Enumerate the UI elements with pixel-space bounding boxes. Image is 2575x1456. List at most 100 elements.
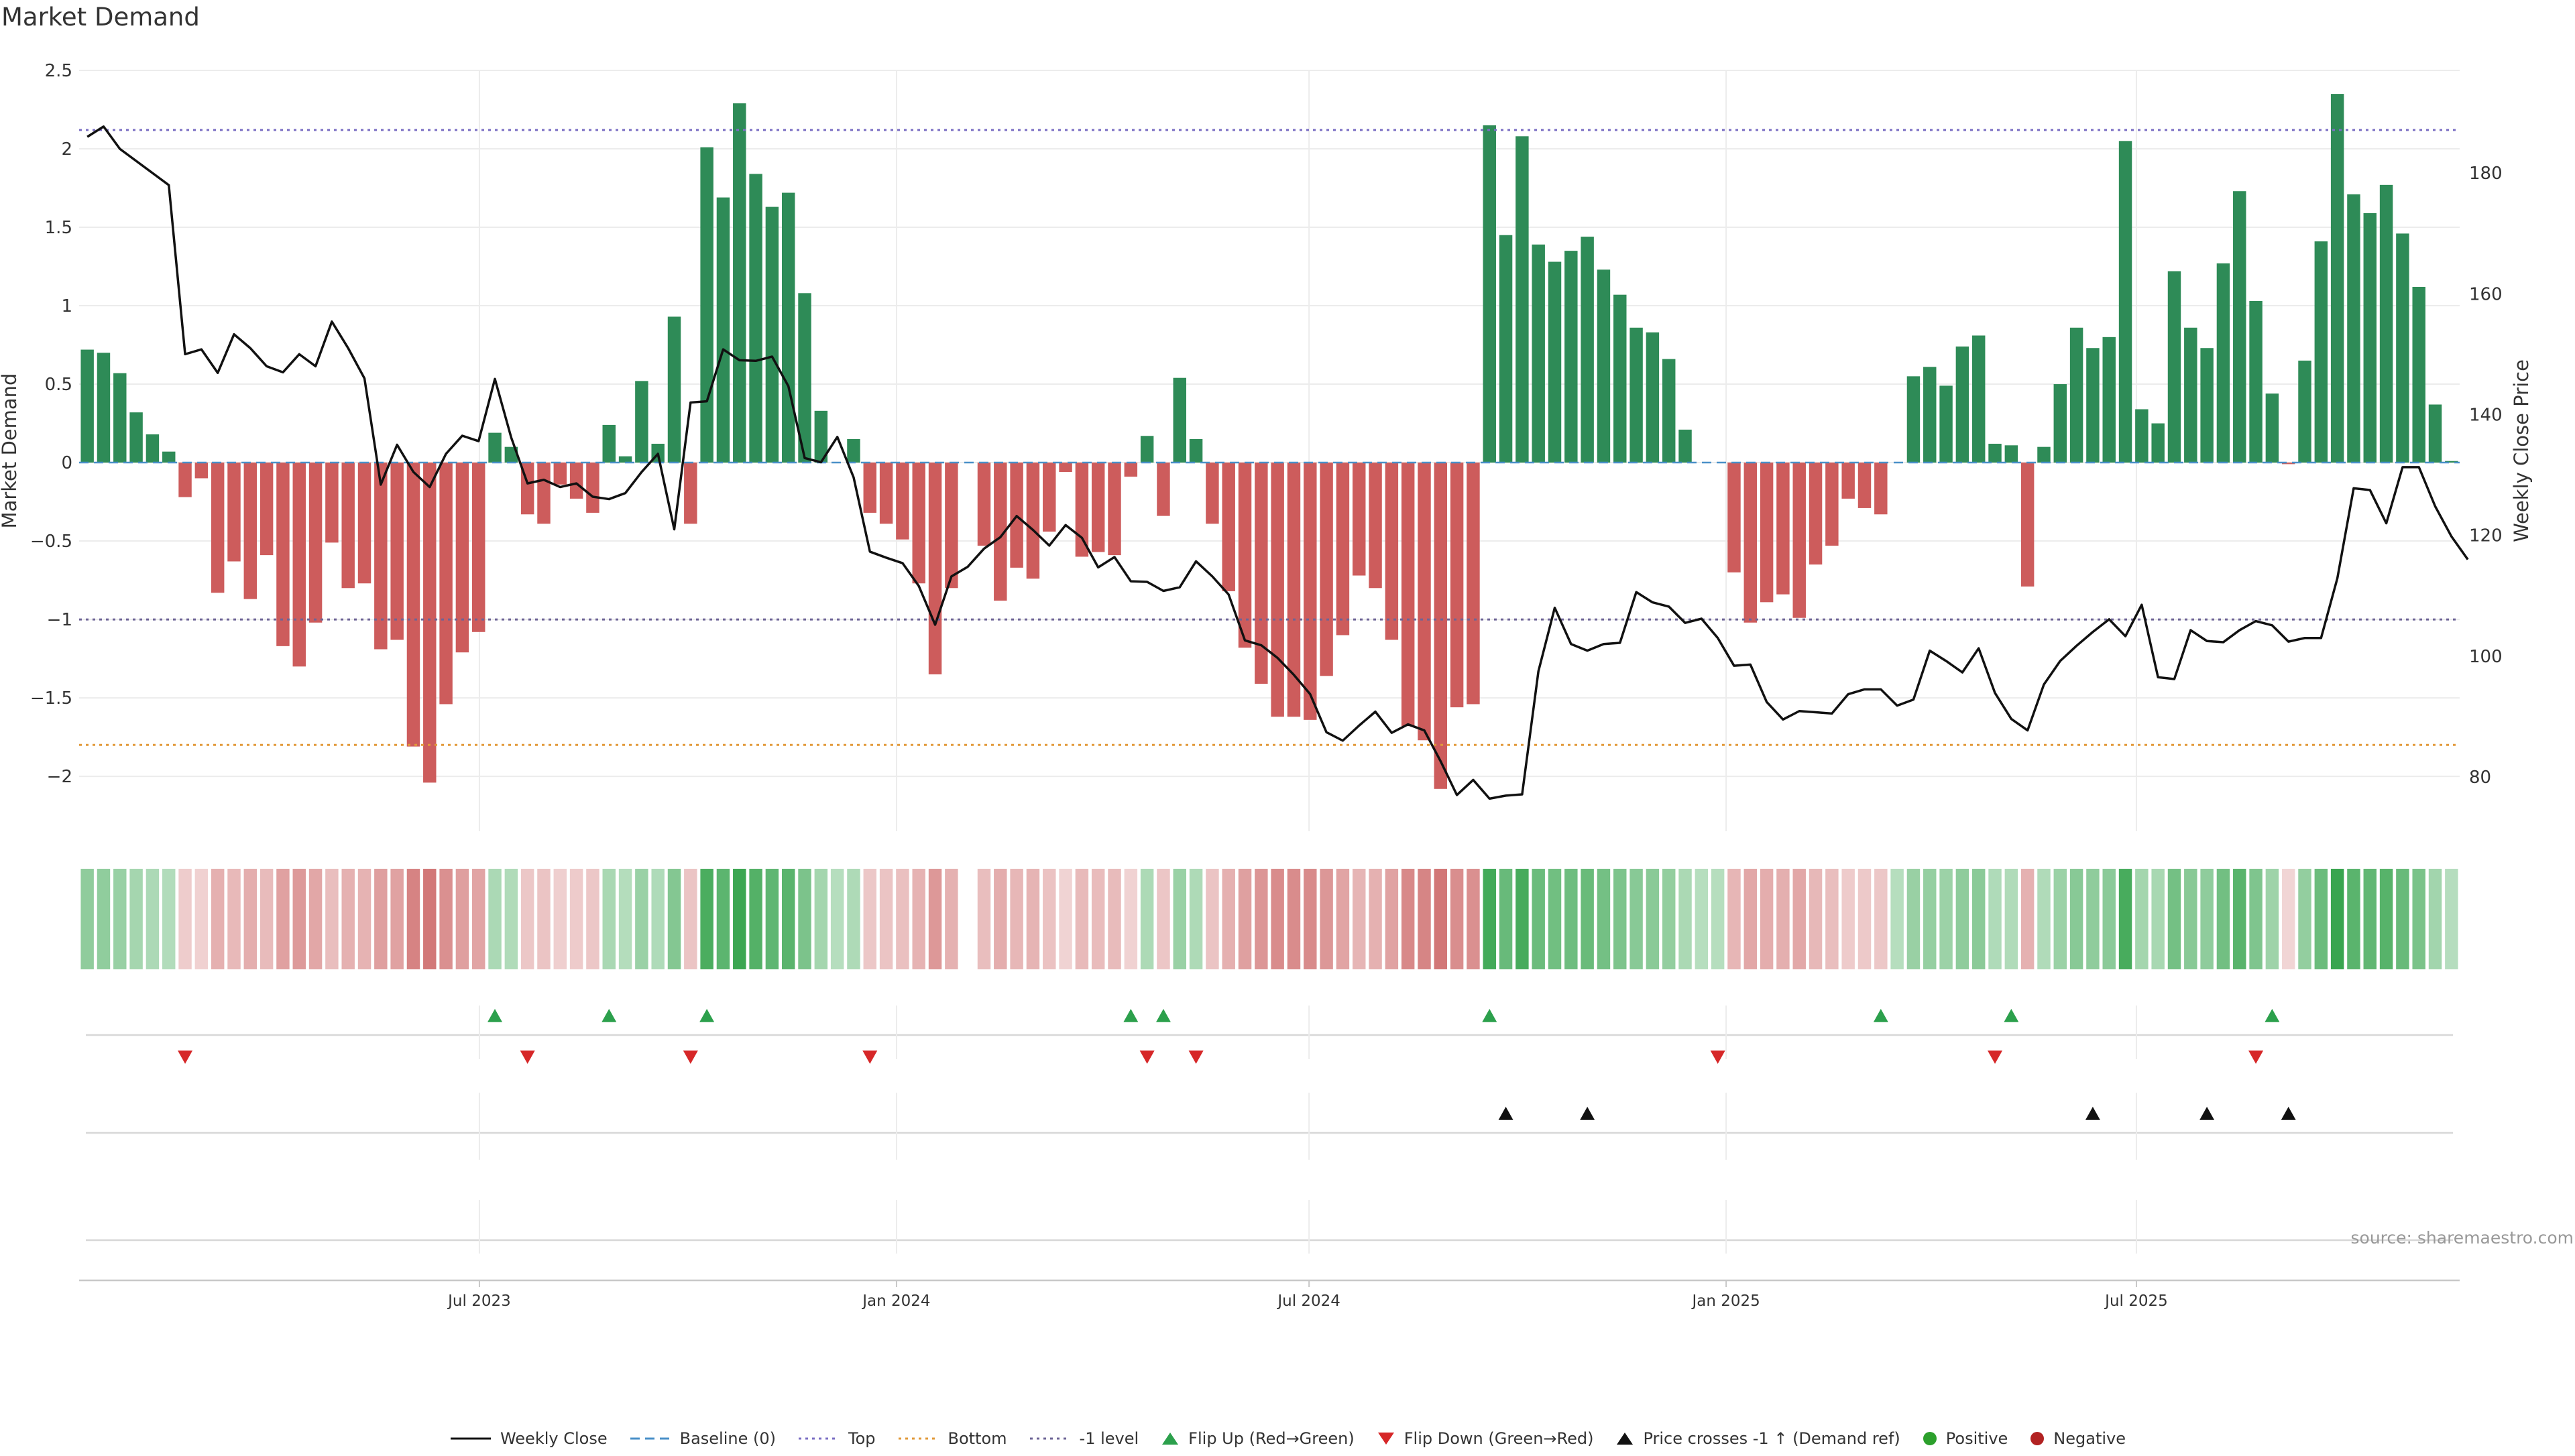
legend-item-minus1-level[interactable]: -1 level: [1029, 1429, 1139, 1448]
bar-positive: [2004, 445, 2018, 463]
heat-cell: [1792, 869, 1806, 969]
bar-positive: [635, 381, 648, 463]
y2-tick-label: 140: [2469, 405, 2503, 425]
bar-negative: [928, 463, 942, 674]
heat-cell: [2086, 869, 2100, 969]
legend-item-weekly-close[interactable]: Weekly Close: [449, 1429, 608, 1448]
heat-cell: [308, 869, 323, 969]
flip-down-marker: [1710, 1050, 1725, 1064]
heat-cell: [292, 869, 306, 969]
bar-positive: [618, 456, 632, 463]
bar-negative: [1304, 463, 1317, 720]
flip-up-marker: [602, 1009, 617, 1022]
bar-positive: [504, 446, 518, 463]
bar-negative: [1841, 463, 1855, 499]
heat-cell: [1287, 869, 1301, 969]
legend-item-flip-down[interactable]: Flip Down (Green→Red): [1376, 1429, 1594, 1448]
heat-cell: [1629, 869, 1643, 969]
heat-cell: [1857, 869, 1872, 969]
flip-up-marker: [1482, 1009, 1497, 1022]
y-axis-title: Market Demand: [0, 373, 21, 529]
heat-cell: [1026, 869, 1040, 969]
bar-negative: [977, 463, 991, 546]
bar-negative: [292, 463, 306, 667]
bar-negative: [1287, 463, 1301, 717]
bar-positive: [1483, 125, 1496, 463]
flip-up-marker: [1873, 1009, 1888, 1022]
bar-positive: [80, 349, 94, 463]
legend-item-positive[interactable]: Positive: [1922, 1429, 2008, 1448]
y-tick-label: 1.5: [45, 218, 72, 238]
bar-negative: [1043, 463, 1056, 532]
bar-positive: [2200, 348, 2214, 463]
heat-cell: [1206, 869, 1219, 969]
legend-item-bottom[interactable]: Bottom: [897, 1429, 1007, 1448]
bar-negative: [2281, 463, 2295, 465]
legend-item-negative[interactable]: Negative: [2029, 1429, 2126, 1448]
bar-positive: [2184, 327, 2197, 463]
heat-cell: [1662, 869, 1676, 969]
heat-cell: [1809, 869, 1823, 969]
bar-negative: [1108, 463, 1121, 556]
heat-cell: [2396, 869, 2409, 969]
heat-cell: [1369, 869, 1382, 969]
heat-cell: [374, 869, 388, 969]
heat-cell: [2151, 869, 2165, 969]
heat-cell: [2102, 869, 2116, 969]
bar-negative: [1369, 463, 1382, 589]
price-cross-marker: [2281, 1107, 2296, 1120]
bar-positive: [2412, 286, 2425, 463]
bar-negative: [178, 463, 192, 497]
heat-cell: [80, 869, 94, 969]
weekly-close-line: [87, 125, 2469, 800]
heat-cell: [406, 869, 420, 969]
bar-negative: [1743, 463, 1758, 623]
heat-cell: [1173, 869, 1186, 969]
heat-cell: [2330, 869, 2344, 969]
heat-cell: [1988, 869, 2002, 969]
heat-cell: [814, 869, 828, 969]
flip-up-marker: [1123, 1009, 1139, 1022]
bar-negative: [1124, 463, 1138, 477]
heat-cell: [1304, 869, 1317, 969]
bar-negative: [243, 463, 258, 599]
bar-positive: [1499, 235, 1513, 463]
heat-cell: [651, 869, 665, 969]
bar-negative: [423, 463, 437, 783]
heat-cell: [2412, 869, 2425, 969]
bar-negative: [1255, 463, 1268, 684]
bar-positive: [1564, 251, 1578, 463]
heat-cell: [1515, 869, 1529, 969]
legend-swatch-line-icon: [450, 1437, 491, 1440]
legend-item-baseline[interactable]: Baseline (0): [629, 1429, 776, 1448]
heat-cell: [2004, 869, 2018, 969]
bar-positive: [1971, 335, 1986, 463]
heat-cell: [1450, 869, 1464, 969]
bar-negative: [1157, 463, 1170, 516]
heat-cell: [1222, 869, 1235, 969]
bar-negative: [1385, 463, 1399, 640]
bar-negative: [1760, 463, 1774, 603]
heat-cell: [1955, 869, 1969, 969]
legend-item-flip-up[interactable]: Flip Up (Red→Green): [1160, 1429, 1355, 1448]
heat-cell: [1906, 869, 1921, 969]
legend-label: Flip Down (Green→Red): [1404, 1429, 1594, 1448]
bar-negative: [1271, 463, 1284, 717]
heat-cell: [341, 869, 355, 969]
heat-cell: [1434, 869, 1448, 969]
legend-item-top[interactable]: Top: [797, 1429, 876, 1448]
y-tick-label: −2: [47, 767, 72, 787]
heat-cell: [912, 869, 925, 969]
heat-cell: [700, 869, 713, 969]
bar-negative: [684, 463, 697, 524]
bar-positive: [602, 424, 616, 463]
y2-axis-title: Weekly Close Price: [2510, 359, 2533, 542]
bar-negative: [325, 463, 339, 543]
price-cross-marker: [1580, 1107, 1595, 1120]
bar-positive: [1613, 294, 1627, 463]
bar-positive: [1189, 438, 1203, 463]
bar-positive: [113, 373, 127, 463]
legend-item-price-cross[interactable]: Price crosses -1 ↑ (Demand ref): [1615, 1429, 1900, 1448]
bar-positive: [2151, 423, 2165, 463]
